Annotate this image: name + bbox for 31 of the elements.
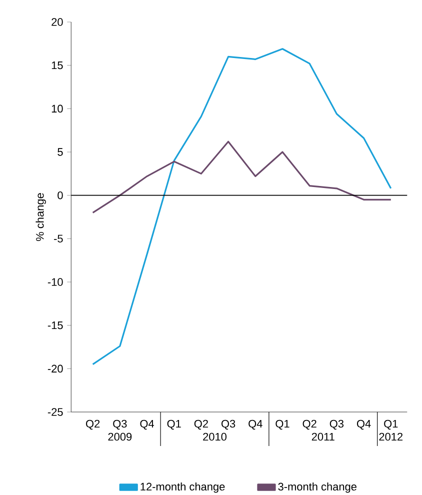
text: 2010 xyxy=(203,432,226,441)
text: 2009 xyxy=(108,432,132,441)
text: 2011 xyxy=(312,432,334,441)
y-tick-label: 20 xyxy=(52,18,63,26)
x-tick-label: Q2 xyxy=(194,420,208,430)
y-tick-label: -20 xyxy=(48,364,63,373)
legend-label: 3-month change xyxy=(278,482,356,493)
x-tick-label: Q4 xyxy=(140,420,154,430)
text: 2012 xyxy=(379,432,402,441)
line-series xyxy=(92,140,392,214)
y-tick-label: -25 xyxy=(48,408,63,416)
x-tick-label: Q2 xyxy=(86,420,100,430)
y-tick-label: -10 xyxy=(48,278,63,286)
y-tick-label: 5 xyxy=(58,148,63,156)
y-tick-label: 0 xyxy=(58,191,63,200)
line-series xyxy=(92,48,392,366)
x-tick-label: Q3 xyxy=(113,420,127,430)
x-tick-label: Q4 xyxy=(356,420,371,430)
x-tick-label: Q1 xyxy=(167,420,181,430)
x-tick-label: Q2 xyxy=(302,420,316,430)
legend-label: 12-month change xyxy=(140,482,225,493)
x-tick-label: Q3 xyxy=(330,420,344,430)
y-axis-title: % change xyxy=(36,193,46,241)
x-tick-label: Q1 xyxy=(276,420,290,430)
y-tick-label: -5 xyxy=(54,234,63,242)
y-tick-label: 10 xyxy=(52,104,63,113)
y-tick-label: 15 xyxy=(52,62,63,70)
y-tick-label: -15 xyxy=(48,322,63,330)
x-tick-label: Q3 xyxy=(221,420,236,430)
x-tick-label: Q4 xyxy=(248,420,262,430)
x-tick-label: Q1 xyxy=(384,420,398,430)
